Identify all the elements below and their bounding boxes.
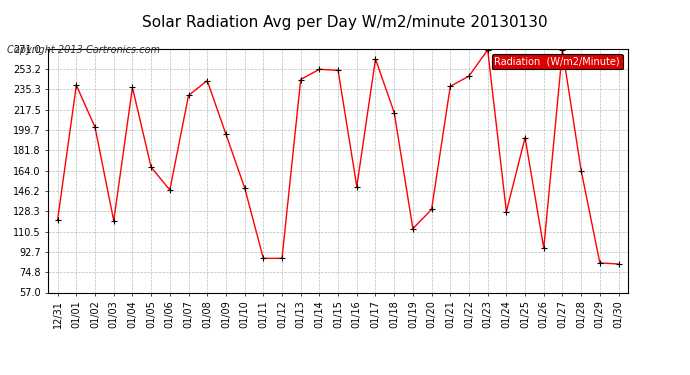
Text: Solar Radiation Avg per Day W/m2/minute 20130130: Solar Radiation Avg per Day W/m2/minute … [142,15,548,30]
Text: Copyright 2013 Cartronics.com: Copyright 2013 Cartronics.com [7,45,160,55]
Legend: Radiation  (W/m2/Minute): Radiation (W/m2/Minute) [491,54,623,69]
